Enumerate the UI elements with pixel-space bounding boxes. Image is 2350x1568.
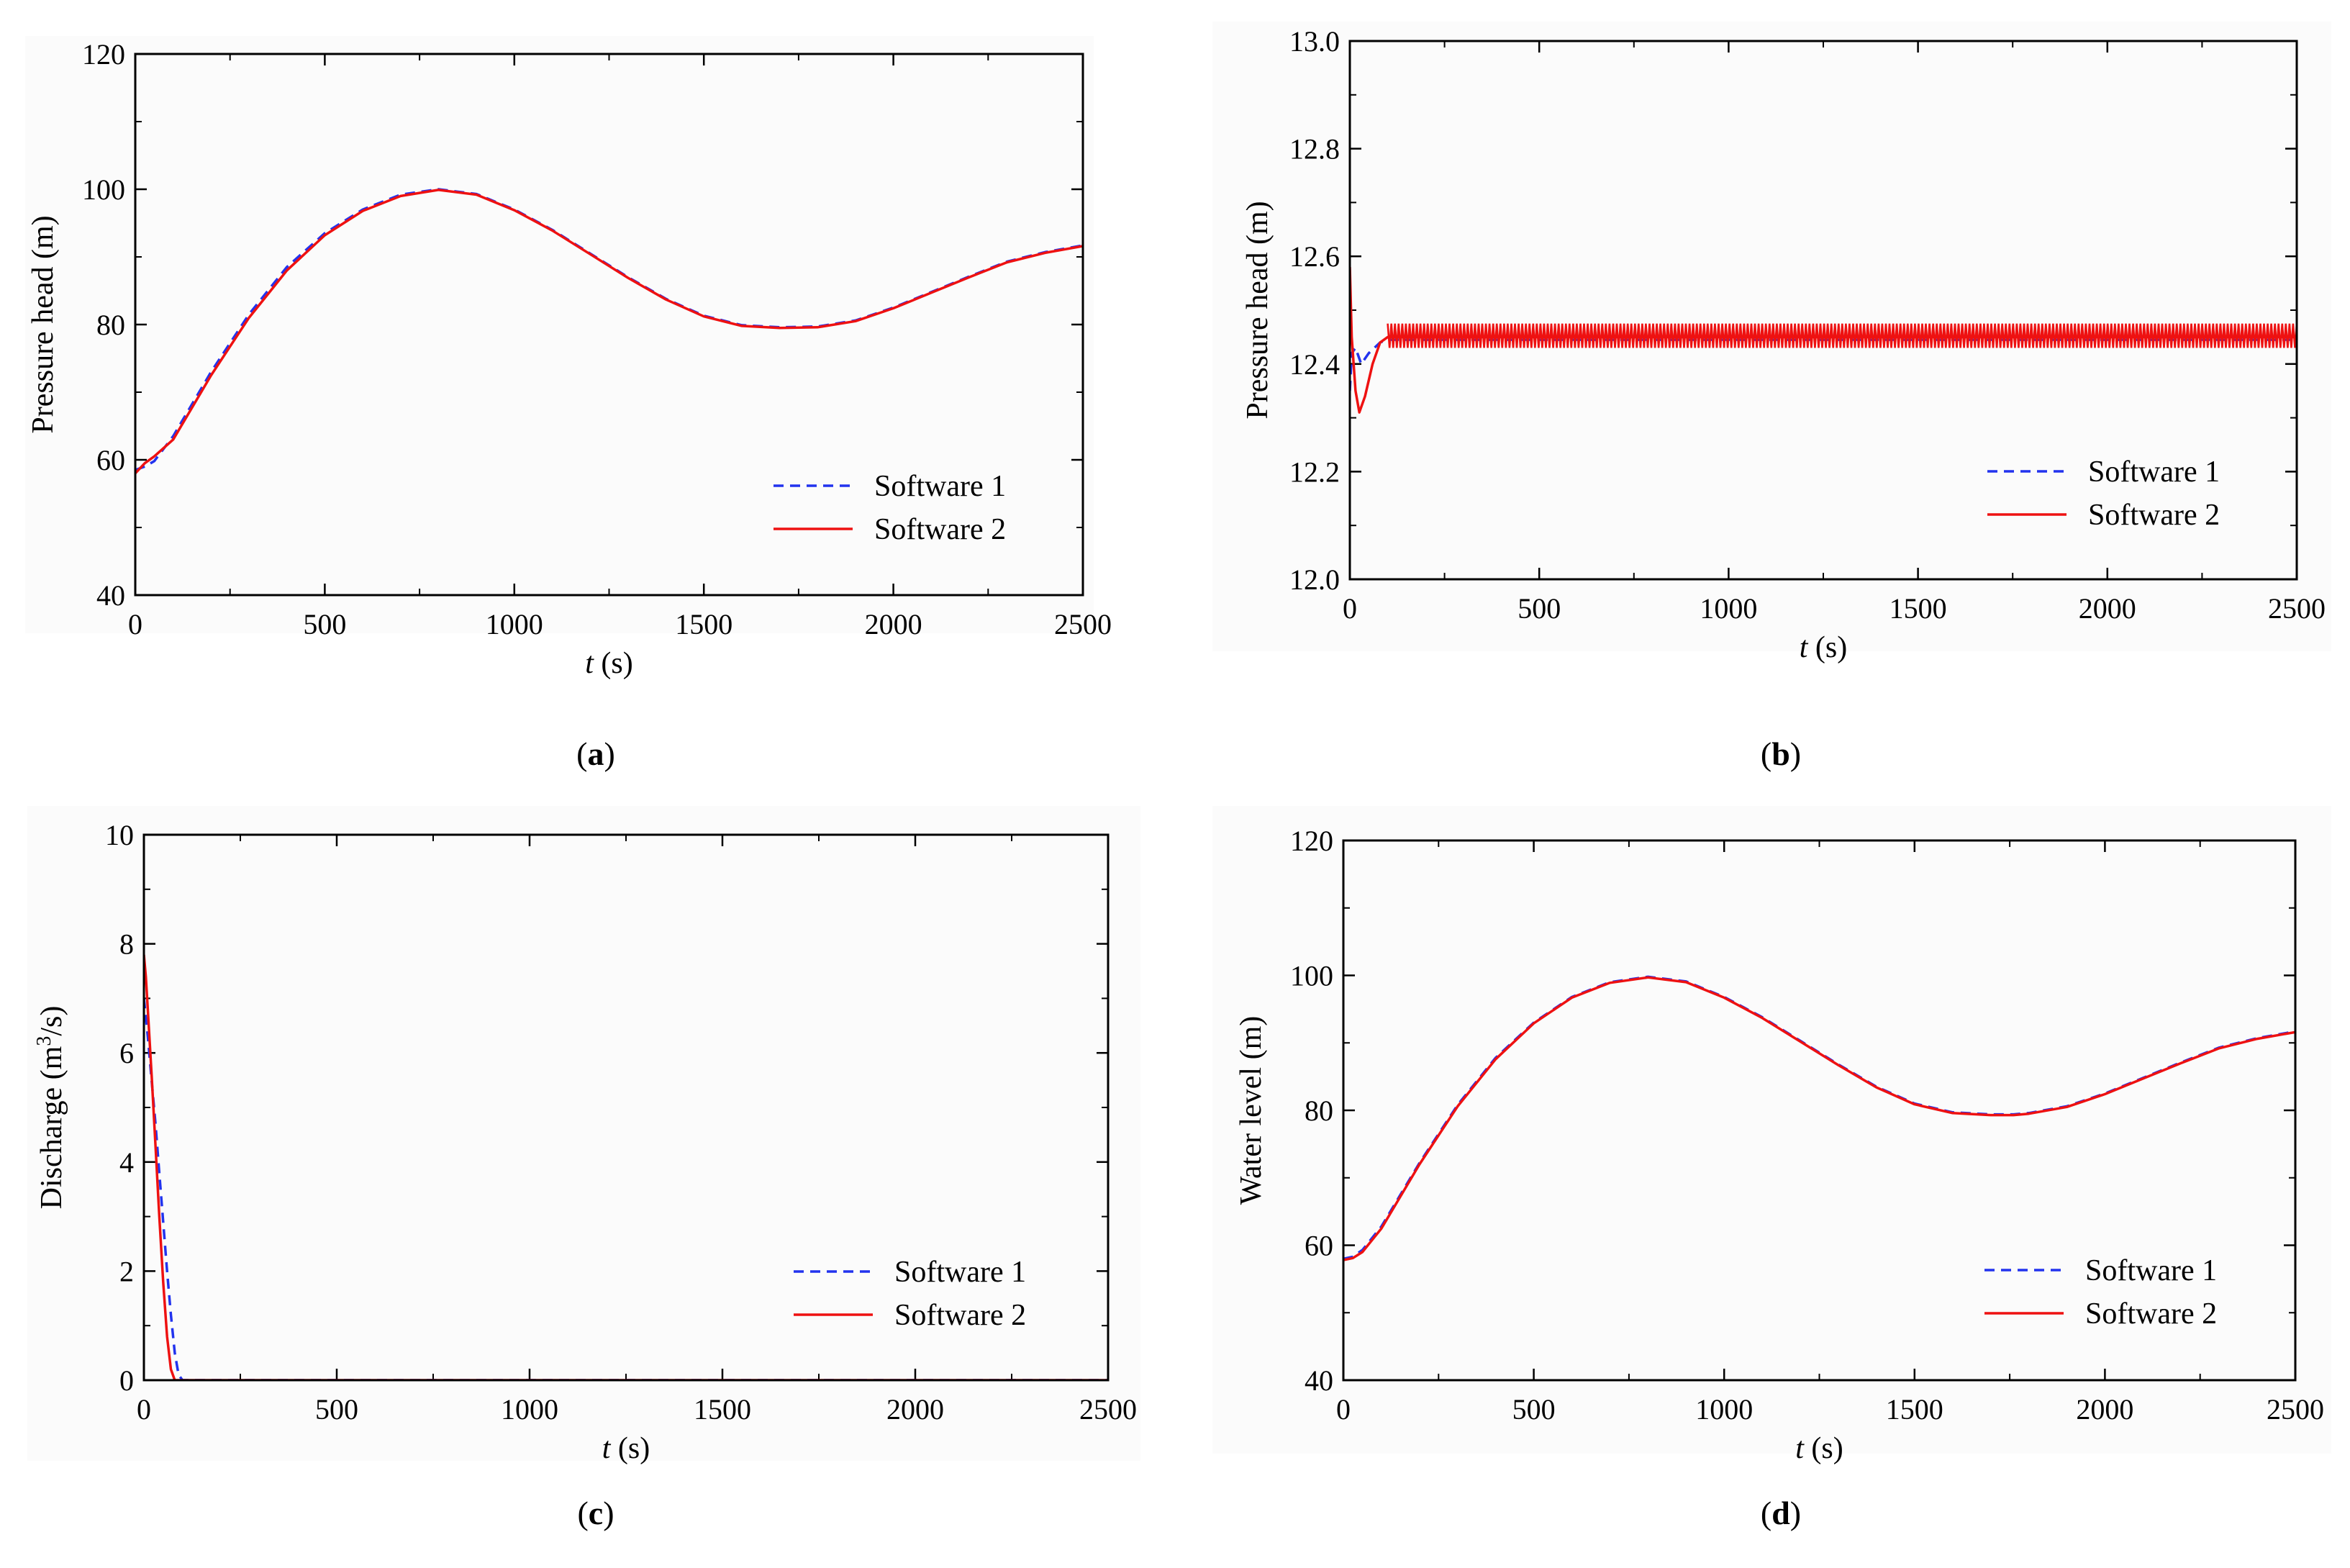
x-axis-title: t (s)	[1795, 1432, 1843, 1465]
series-line-2	[144, 954, 1108, 1380]
y-axis-title: Discharge (m3/s)	[33, 1006, 69, 1210]
y-tick-label: 60	[1305, 1230, 1333, 1262]
x-tick-label: 2500	[1054, 608, 1112, 640]
panel-caption: (c)	[577, 1495, 614, 1531]
x-tick-label: 0	[128, 608, 142, 640]
x-tick-label: 0	[1343, 592, 1357, 625]
x-tick-label: 0	[137, 1393, 151, 1426]
series-2	[1350, 267, 2297, 414]
panel-background	[27, 806, 1140, 1461]
legend-label-2: Software 2	[894, 1299, 1026, 1332]
y-tick-label: 40	[1305, 1364, 1333, 1397]
plot-frame	[1348, 40, 2298, 581]
x-tick-label: 1500	[1886, 1393, 1943, 1426]
y-tick-label: 120	[1290, 825, 1333, 857]
panel-caption: (d)	[1761, 1495, 1801, 1531]
panel-background	[25, 36, 1094, 633]
panel-caption: (b)	[1761, 735, 1801, 772]
y-tick-label: 60	[96, 444, 125, 476]
panel-a: 40 60 80 100 120 0 500 1000 1500 2000 2500 t (s) Pre…	[25, 36, 1112, 772]
y-axis-title: Pressure head (m)	[27, 215, 60, 433]
y-tick-label: 80	[96, 309, 125, 341]
panel-b: 12.0 12.2 12.4 12.6 12.8 13.0 0 500 1000 1500 2000…	[1212, 22, 2331, 772]
legend: Software 1 Software 2	[773, 470, 1006, 546]
panel-c: 0 2 4 6 8 10 0 500 1000 1500 2000 2500 t (s) Discharg…	[27, 806, 1140, 1531]
series-2	[1343, 976, 2295, 1261]
series-line-2	[1343, 976, 2295, 1261]
legend-label-1: Software 1	[2088, 456, 2220, 489]
y-tick-label: 12.8	[1289, 133, 1340, 166]
plot-frame	[1342, 839, 2297, 1382]
x-tick-label: 2000	[2076, 1393, 2133, 1426]
x-axis-title: t (s)	[602, 1432, 650, 1465]
y-tick-label: 12.0	[1289, 563, 1340, 596]
x-tick-label: 2500	[1079, 1393, 1137, 1426]
legend-label-2: Software 2	[2088, 499, 2220, 532]
legend: Software 1 Software 2	[794, 1256, 1026, 1332]
panel-background	[1212, 806, 2331, 1454]
y-tick-label: 2	[119, 1255, 134, 1287]
legend-label-2: Software 2	[874, 513, 1006, 546]
x-tick-label: 500	[1517, 592, 1561, 625]
y-tick-label: 100	[82, 173, 125, 206]
legend-label-1: Software 1	[2085, 1254, 2217, 1287]
x-tick-label: 500	[303, 608, 346, 640]
panel-caption: (a)	[576, 735, 615, 772]
x-tick-label: 0	[1336, 1393, 1351, 1426]
x-tick-label: 1000	[501, 1393, 558, 1426]
legend: Software 1 Software 2	[1984, 1254, 2217, 1331]
x-axis-title: t (s)	[1800, 631, 1848, 664]
y-tick-label: 0	[119, 1364, 134, 1397]
x-tick-label: 1000	[486, 608, 543, 640]
series-line-2	[135, 189, 1083, 474]
y-tick-label: 8	[119, 928, 134, 961]
x-tick-label: 1000	[1700, 592, 1757, 625]
series-2	[144, 954, 1108, 1380]
x-tick-label: 2000	[865, 608, 922, 640]
x-tick-label: 2000	[886, 1393, 944, 1426]
legend-label-1: Software 1	[874, 470, 1006, 503]
x-tick-label: 2000	[2079, 592, 2136, 625]
y-tick-label: 80	[1305, 1095, 1333, 1127]
y-tick-label: 120	[82, 38, 125, 71]
x-tick-label: 500	[1512, 1393, 1556, 1426]
y-tick-label: 13.0	[1289, 25, 1340, 58]
y-tick-label: 10	[105, 819, 134, 851]
x-tick-label: 2500	[2268, 592, 2326, 625]
y-tick-label: 6	[119, 1037, 134, 1069]
x-tick-label: 1500	[694, 1393, 751, 1426]
panel-d: 40 60 80 100 120 0 500 1000 1500 2000 2500 t (s) Wat…	[1212, 806, 2331, 1531]
y-tick-label: 12.4	[1289, 348, 1340, 381]
y-axis-title: Water level (m)	[1235, 1016, 1268, 1205]
y-tick-label: 100	[1290, 960, 1333, 992]
y-tick-label: 40	[96, 579, 125, 612]
y-tick-label: 12.2	[1289, 456, 1340, 488]
oscillation-band	[1387, 323, 2297, 348]
legend: Software 1 Software 2	[1987, 456, 2220, 532]
series-line-2	[1350, 267, 2297, 414]
x-axis-title: t (s)	[585, 647, 633, 680]
x-tick-label: 1000	[1695, 1393, 1753, 1426]
x-tick-label: 1500	[675, 608, 732, 640]
plot-frame	[142, 833, 1110, 1382]
plot-frame	[134, 53, 1084, 597]
legend-label-2: Software 2	[2085, 1297, 2217, 1331]
y-tick-label: 4	[119, 1146, 134, 1179]
legend-label-1: Software 1	[894, 1256, 1026, 1289]
series-2	[135, 189, 1083, 474]
y-tick-label: 12.6	[1289, 240, 1340, 273]
y-axis-title: Pressure head (m)	[1241, 201, 1274, 419]
x-tick-label: 1500	[1889, 592, 1947, 625]
x-tick-label: 500	[315, 1393, 358, 1426]
x-tick-label: 2500	[2267, 1393, 2324, 1426]
